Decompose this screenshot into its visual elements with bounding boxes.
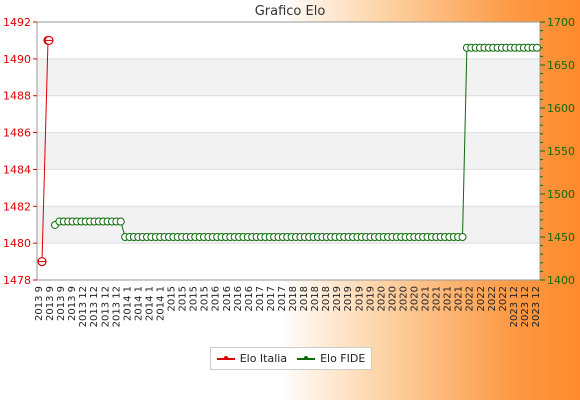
grid-band	[37, 22, 540, 59]
x-axis-tick-label: 2014 1	[122, 286, 133, 321]
x-axis-tick-label: 2016	[244, 286, 255, 311]
x-axis-tick-label: 2015	[167, 286, 178, 311]
x-axis-tick-label: 2019	[332, 286, 343, 311]
legend-label-elo-fide: Elo FIDE	[320, 352, 366, 365]
x-axis-tick-label: 2015	[189, 286, 200, 311]
legend-swatch-elo-italia	[216, 355, 235, 360]
left-axis-tick-label: 1480	[3, 237, 31, 250]
x-axis-tick-label: 2021	[432, 286, 443, 311]
x-axis-tick-label: 2020	[376, 286, 387, 311]
x-axis-tick-label: 2013 9	[56, 286, 67, 321]
left-axis-tick-label: 1486	[3, 127, 31, 140]
x-axis-tick-label: 2021	[454, 286, 465, 311]
x-axis-tick-label: 2020	[398, 286, 409, 311]
x-axis-tick-label: 2014 1	[133, 286, 144, 321]
data-point-elo-fide	[533, 43, 541, 52]
x-axis-tick-label: 2015	[178, 286, 189, 311]
x-axis-tick-label: 2013 9	[34, 286, 45, 321]
x-axis-tick-label: 2018	[288, 286, 299, 311]
x-axis-tick-label: 2013 9	[45, 286, 56, 321]
x-axis-tick-label: 2014 1	[144, 286, 155, 321]
legend-item-elo-italia[interactable]: Elo Italia	[216, 352, 288, 365]
chart-title: Grafico Elo	[254, 4, 326, 19]
x-axis-tick-label: 2020	[410, 286, 421, 311]
x-axis-tick-label: 2019	[343, 286, 354, 311]
legend-item-elo-fide[interactable]: Elo FIDE	[297, 352, 365, 365]
x-axis-tick-label: 2013 12	[89, 286, 100, 327]
x-axis-tick-label: 2021	[421, 286, 432, 311]
right-axis-tick-label: 1450	[547, 231, 575, 244]
right-axis-tick-label: 1600	[547, 102, 575, 115]
x-axis-tick-label: 2017	[266, 286, 277, 311]
x-axis-tick-label: 2018	[321, 286, 332, 311]
x-axis-tick-label: 2013 12	[78, 286, 89, 327]
x-axis-tick-label: 2013 12	[100, 286, 111, 327]
grid-band	[37, 95, 540, 133]
x-axis-tick-label: 2014 1	[155, 286, 166, 321]
x-axis-tick-label: 2023 12	[531, 286, 542, 327]
x-axis-tick-label: 2016	[211, 286, 222, 311]
left-axis-tick-label: 1478	[3, 274, 31, 287]
x-axis-tick-label: 2019	[365, 286, 376, 311]
x-axis-tick-label: 2018	[299, 286, 310, 311]
x-axis-tick-label: 2016	[222, 286, 233, 311]
x-axis-tick-label: 2023 12	[509, 286, 520, 327]
left-axis-tick-label: 1482	[3, 200, 31, 213]
grid-band	[37, 132, 540, 170]
data-point-elo-fide	[116, 217, 125, 226]
grid-band	[37, 58, 540, 96]
right-axis-tick-label: 1400	[547, 274, 575, 287]
x-axis-tick-label: 2019	[354, 286, 365, 311]
right-axis-tick-label: 1650	[547, 59, 575, 72]
legend-label-elo-italia: Elo Italia	[239, 352, 288, 365]
data-point-elo-fide	[458, 233, 467, 241]
right-axis-tick-label: 1700	[547, 16, 575, 29]
x-axis-tick-label: 2017	[255, 286, 266, 311]
x-axis-tick-label: 2022	[465, 286, 476, 311]
left-axis-tick-label: 1488	[3, 90, 31, 103]
x-axis-tick-label: 2023 12	[520, 286, 531, 327]
right-axis-tick-label: 1500	[547, 188, 575, 201]
x-axis-tick-label: 2022	[476, 286, 487, 311]
grid-band	[37, 169, 540, 207]
right-axis-tick-label: 1550	[547, 145, 575, 158]
left-axis-tick-label: 1490	[3, 53, 31, 66]
x-axis-tick-label: 2015	[200, 286, 211, 311]
left-axis-tick-label: 1484	[3, 163, 31, 176]
left-axis-tick-label: 1492	[3, 16, 31, 29]
x-axis-tick-label: 2021	[443, 286, 454, 311]
chart-legend: Elo Italia Elo FIDE	[210, 347, 372, 370]
x-axis-tick-label: 2020	[387, 286, 398, 311]
grid-band	[37, 243, 540, 280]
x-axis-tick-label: 2013 9	[67, 286, 78, 321]
x-axis-tick-label: 2022	[498, 286, 509, 311]
x-axis-tick-label: 2022	[487, 286, 498, 311]
x-axis-tick-label: 2018	[310, 286, 321, 311]
x-axis-tick-label: 2013 12	[111, 286, 122, 327]
x-axis-tick-label: 2017	[277, 286, 288, 311]
x-axis-tick-label: 2016	[233, 286, 244, 311]
legend-swatch-elo-fide	[297, 355, 316, 360]
